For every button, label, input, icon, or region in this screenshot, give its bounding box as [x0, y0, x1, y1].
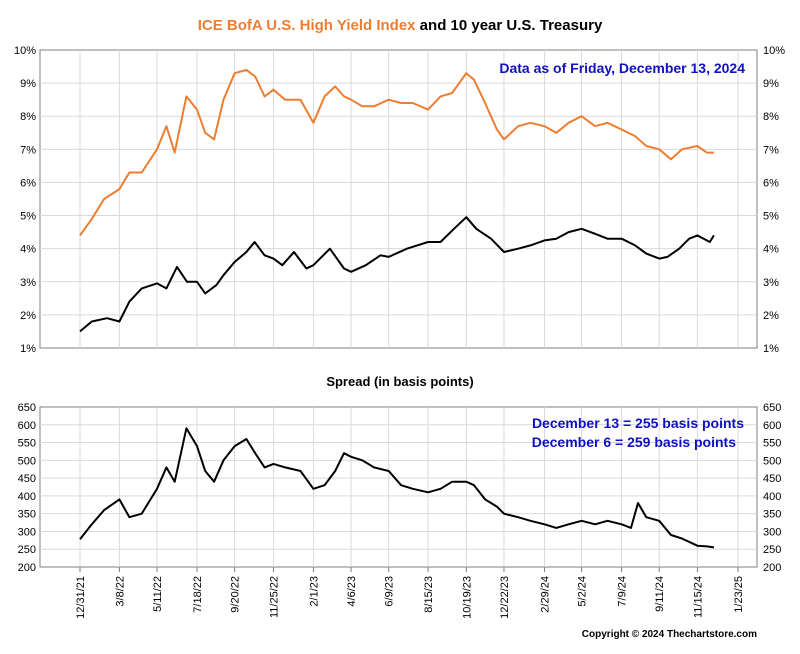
bottom-series-line-0 — [79, 427, 715, 549]
spread-note-1: December 13 = 255 basis points — [532, 415, 744, 431]
x-tick-label: 3/8/22 — [114, 576, 126, 607]
bottom-y-tick-label: 600 — [763, 420, 781, 432]
x-tick-label: 7/9/24 — [617, 576, 629, 607]
top-y-tick-label: 5% — [763, 211, 779, 223]
x-tick-label: 7/18/22 — [192, 576, 204, 613]
spread-note-2: December 6 = 259 basis points — [532, 434, 736, 450]
bottom-y-ticks-right: 200 250 300 350 400 450 500 550 600 650 — [763, 402, 781, 574]
top-y-ticks-left: 1% 2% 3% 4% 5% 6% 7% 8% 9% 10% — [14, 45, 36, 355]
bottom-y-tick-label: 600 — [18, 420, 36, 432]
bottom-y-tick-label: 500 — [763, 455, 781, 467]
top-y-tick-label: 6% — [20, 177, 36, 189]
bottom-y-tick-label: 400 — [763, 491, 781, 503]
x-tick-label: 5/2/24 — [577, 576, 589, 607]
top-y-tick-label: 8% — [20, 111, 36, 123]
top-y-tick-label: 7% — [20, 144, 36, 156]
top-y-tick-label: 4% — [20, 244, 36, 256]
top-y-tick-label: 5% — [20, 211, 36, 223]
x-tick-label: 11/25/22 — [268, 576, 280, 618]
x-tick-label: 9/11/24 — [654, 576, 666, 612]
top-y-tick-label: 6% — [763, 177, 779, 189]
top-y-tick-label: 3% — [763, 277, 779, 289]
x-tick-label: 6/9/23 — [384, 576, 396, 607]
top-grid — [40, 50, 757, 348]
top-series-line-1 — [79, 216, 715, 333]
bottom-plot-frame — [39, 406, 758, 568]
bottom-y-tick-label: 450 — [18, 473, 36, 485]
bottom-y-tick-label: 350 — [763, 509, 781, 521]
bottom-y-tick-label: 350 — [18, 509, 36, 521]
x-tick-label: 11/15/24 — [692, 576, 704, 618]
top-series — [79, 68, 715, 333]
bottom-y-tick-label: 200 — [763, 562, 781, 574]
data-date-annotation: Data as of Friday, December 13, 2024 — [499, 60, 745, 76]
title-high-yield: ICE BofA U.S. High Yield Index — [198, 17, 416, 34]
bottom-y-tick-label: 500 — [18, 455, 36, 467]
bottom-y-tick-label: 650 — [18, 402, 36, 414]
top-y-tick-label: 2% — [763, 310, 779, 322]
x-ticks: 12/31/21 3/8/22 5/11/22 7/18/22 9/20/22 11/25… — [75, 567, 745, 619]
top-y-tick-label: 9% — [763, 78, 779, 90]
bottom-y-tick-label: 250 — [18, 544, 36, 556]
spread-title: Spread (in basis points) — [326, 374, 473, 389]
x-tick-label: 1/23/25 — [733, 576, 745, 613]
bottom-grid — [40, 407, 757, 567]
top-y-tick-label: 1% — [20, 343, 36, 355]
x-tick-label: 2/29/24 — [540, 576, 552, 613]
title-treasury: and 10 year U.S. Treasury — [416, 17, 603, 34]
copyright: Copyright © 2024 Thechartstore.com — [582, 629, 757, 640]
bottom-series — [79, 427, 715, 549]
x-tick-label: 2/1/23 — [308, 576, 320, 607]
top-y-tick-label: 4% — [763, 244, 779, 256]
x-tick-label: 12/22/23 — [499, 576, 511, 619]
top-y-tick-label: 10% — [763, 45, 785, 57]
bottom-y-tick-label: 200 — [18, 562, 36, 574]
x-tick-label: 10/19/23 — [461, 576, 473, 619]
bottom-y-tick-label: 550 — [763, 438, 781, 450]
top-plot-frame — [39, 49, 758, 349]
top-y-tick-label: 9% — [20, 78, 36, 90]
bottom-y-tick-label: 300 — [763, 526, 781, 538]
top-y-tick-label: 8% — [763, 111, 779, 123]
top-y-tick-label: 2% — [20, 310, 36, 322]
bottom-y-tick-label: 400 — [18, 491, 36, 503]
top-y-tick-label: 7% — [763, 144, 779, 156]
x-tick-label: 8/15/23 — [423, 576, 435, 613]
x-tick-label: 12/31/21 — [75, 576, 87, 619]
x-tick-label: 5/11/22 — [152, 576, 164, 612]
bottom-y-tick-label: 300 — [18, 526, 36, 538]
bottom-y-tick-label: 450 — [763, 473, 781, 485]
bottom-y-tick-label: 250 — [763, 544, 781, 556]
bottom-y-tick-label: 650 — [763, 402, 781, 414]
top-y-tick-label: 3% — [20, 277, 36, 289]
x-tick-label: 4/6/23 — [346, 576, 358, 607]
bottom-y-tick-label: 550 — [18, 438, 36, 450]
chart-title: ICE BofA U.S. High Yield Index and 10 ye… — [198, 17, 603, 34]
top-y-ticks-right: 1% 2% 3% 4% 5% 6% 7% 8% 9% 10% — [763, 45, 785, 355]
x-tick-label: 9/20/22 — [230, 576, 242, 613]
bottom-y-ticks-left: 200 250 300 350 400 450 500 550 600 650 — [18, 402, 36, 574]
top-series-line-0 — [79, 68, 714, 236]
top-y-tick-label: 1% — [763, 343, 779, 355]
top-y-tick-label: 10% — [14, 45, 36, 57]
